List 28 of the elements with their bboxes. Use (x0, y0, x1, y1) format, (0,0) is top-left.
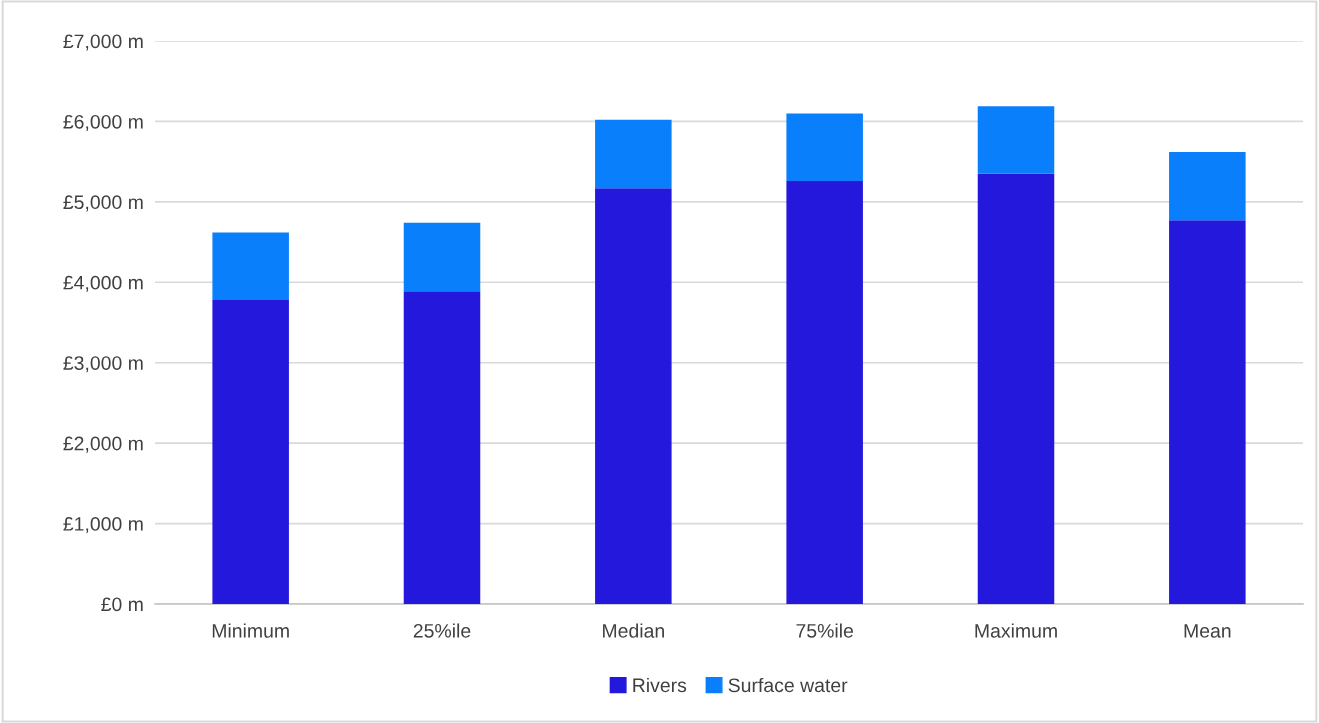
y-tick-label: £5,000 m (63, 195, 143, 212)
bar (403, 291, 481, 604)
y-tick-label: £7,000 m (63, 34, 143, 51)
y-tick-label: £2,000 m (63, 436, 143, 453)
bar (212, 299, 289, 604)
legend-label: Rivers (633, 677, 687, 693)
x-tick-label: Mean (1184, 624, 1231, 638)
y-tick-label: £4,000 m (63, 275, 143, 292)
bar (403, 222, 481, 292)
bar (786, 180, 863, 604)
y-tick-label: £0 m (101, 597, 143, 612)
bar (977, 106, 1055, 174)
bar (786, 113, 863, 181)
x-tick-label: Median (603, 623, 664, 638)
x-tick-label: 25%ile (413, 623, 471, 638)
y-tick-label: £6,000 m (63, 114, 143, 131)
x-tick-label: Minimum (212, 623, 289, 638)
bar (977, 173, 1055, 604)
legend-label: Surface water (728, 677, 848, 693)
y-tick-label: £3,000 m (63, 356, 143, 373)
x-tick-label: 75%ile (796, 623, 853, 638)
bar (595, 119, 672, 189)
bar (1169, 220, 1246, 604)
y-tick-label: £1,000 m (63, 517, 143, 534)
bar (1169, 151, 1246, 221)
bar (595, 188, 672, 604)
bar (212, 232, 289, 300)
x-tick-label: Maximum (975, 623, 1057, 638)
